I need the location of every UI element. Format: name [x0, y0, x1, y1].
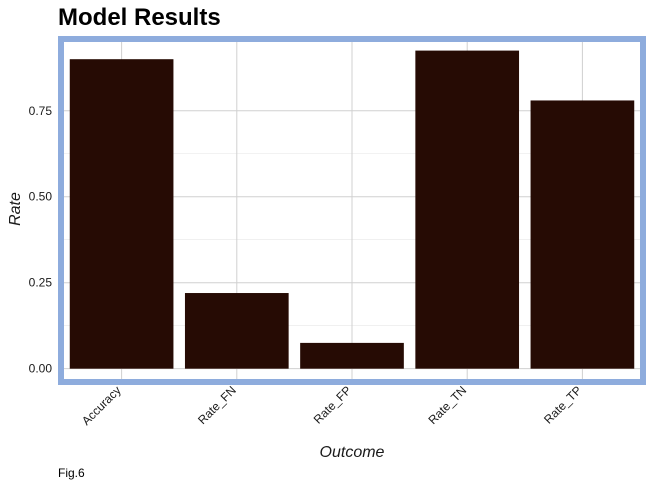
y-tick-label: 0.00: [29, 362, 53, 376]
bar-rate-tp: [530, 100, 635, 369]
y-tick-label: 0.50: [29, 190, 53, 204]
x-tick-label: Rate_TN: [425, 383, 469, 427]
bar-rate-fp: [300, 342, 404, 369]
x-tick-label: Rate_FN: [195, 383, 239, 427]
figure-caption: Fig.6: [58, 466, 85, 480]
x-axis-title: Outcome: [320, 444, 385, 461]
panel-border: [58, 36, 646, 385]
y-tick-label: 0.25: [29, 276, 53, 290]
bar-rate-fn: [184, 293, 289, 369]
chart-title: Model Results: [58, 4, 221, 31]
bar-rate-tn: [415, 50, 520, 369]
y-tick-labels: 0.00 0.25 0.50 0.75: [29, 104, 53, 376]
bar-accuracy: [69, 59, 174, 369]
y-tick-label: 0.75: [29, 104, 53, 118]
bars: [69, 50, 635, 369]
y-axis-title: Rate: [7, 192, 24, 226]
x-tick-label: Rate_FP: [311, 383, 354, 426]
x-tick-labels: Accuracy Rate_FN Rate_FP Rate_TN Rate_TP: [79, 383, 585, 428]
x-tick-label: Accuracy: [79, 383, 124, 428]
x-tick-label: Rate_TP: [541, 383, 584, 426]
